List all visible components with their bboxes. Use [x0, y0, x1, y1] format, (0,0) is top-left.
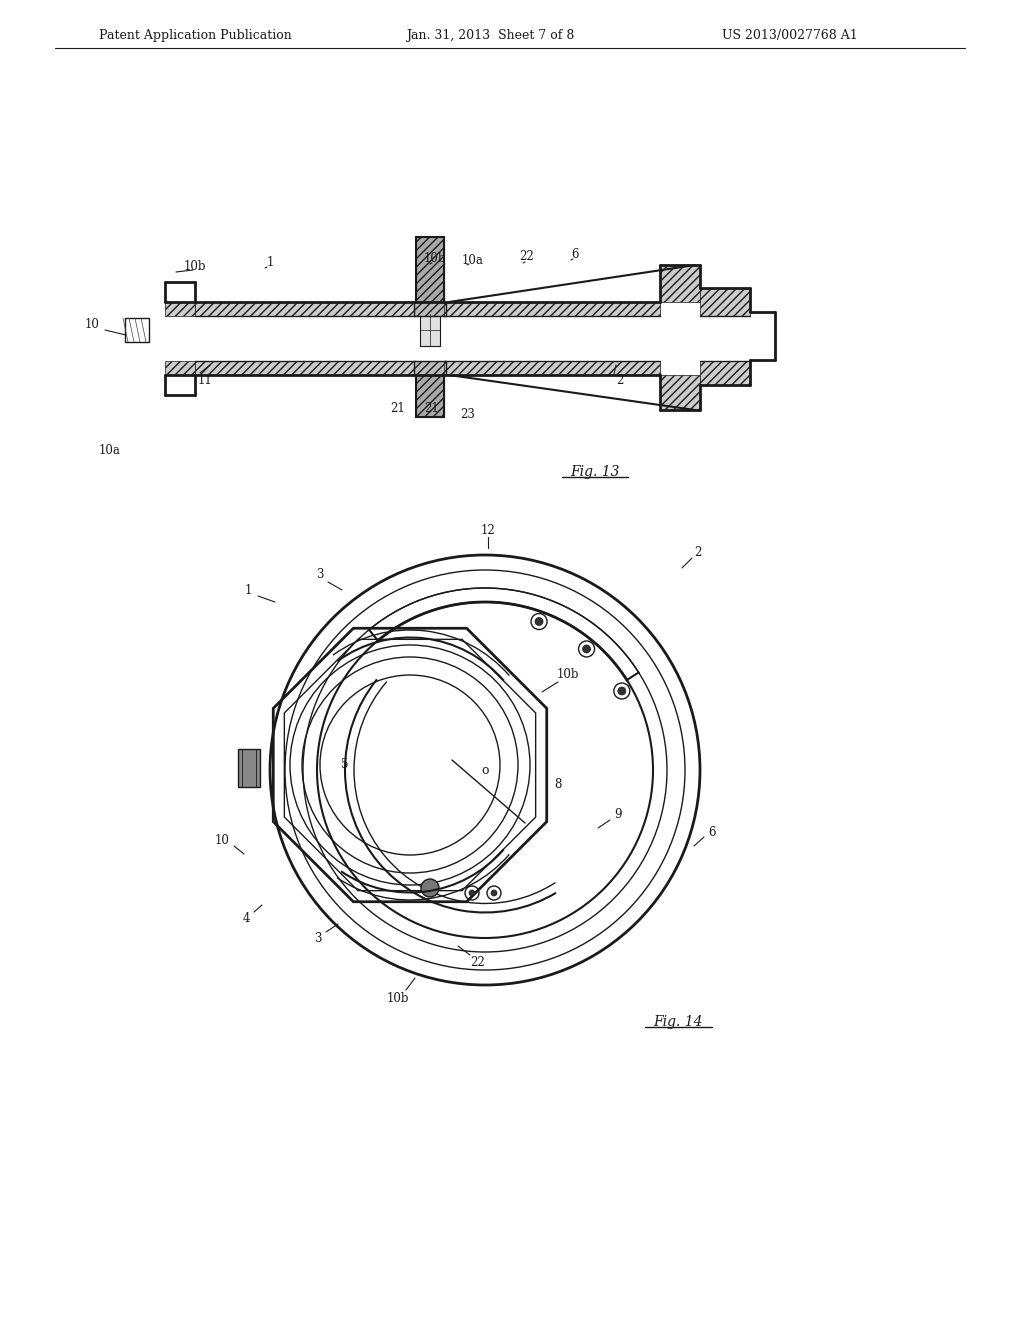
Text: 6: 6 [571, 248, 579, 260]
Polygon shape [195, 360, 415, 375]
Text: 3: 3 [316, 569, 324, 582]
Polygon shape [416, 375, 444, 417]
Text: Fig. 13: Fig. 13 [570, 465, 620, 479]
Text: 21: 21 [425, 401, 439, 414]
Text: 22: 22 [519, 251, 535, 264]
Text: 3: 3 [314, 932, 322, 945]
Text: 10a: 10a [99, 444, 121, 457]
Text: 9: 9 [614, 808, 622, 821]
Polygon shape [165, 302, 195, 315]
Text: 2: 2 [694, 545, 701, 558]
Text: 11: 11 [198, 374, 212, 387]
Circle shape [421, 879, 439, 898]
Text: 10b: 10b [424, 252, 446, 264]
Text: 6: 6 [709, 825, 716, 838]
Polygon shape [660, 375, 700, 411]
Text: 8: 8 [554, 779, 562, 792]
Text: 2: 2 [616, 374, 624, 387]
Polygon shape [414, 360, 446, 375]
Polygon shape [700, 288, 750, 315]
Polygon shape [660, 265, 700, 302]
Polygon shape [444, 302, 660, 315]
Polygon shape [420, 314, 440, 346]
Polygon shape [416, 238, 444, 302]
Polygon shape [238, 748, 260, 787]
Text: 10: 10 [85, 318, 99, 331]
Text: 23: 23 [461, 408, 475, 421]
Text: 10b: 10b [183, 260, 206, 273]
Text: 22: 22 [471, 956, 485, 969]
Text: o: o [481, 763, 488, 776]
Circle shape [583, 645, 591, 653]
Circle shape [617, 686, 626, 696]
Text: 4: 4 [243, 912, 250, 924]
Polygon shape [700, 360, 750, 385]
Circle shape [535, 618, 543, 626]
Text: 5: 5 [341, 759, 349, 771]
Text: 10: 10 [215, 833, 229, 846]
Text: Patent Application Publication: Patent Application Publication [98, 29, 292, 41]
Polygon shape [444, 360, 660, 375]
Text: Jan. 31, 2013  Sheet 7 of 8: Jan. 31, 2013 Sheet 7 of 8 [406, 29, 574, 41]
Text: 10b: 10b [557, 668, 580, 681]
Text: 12: 12 [480, 524, 496, 536]
Polygon shape [165, 360, 195, 375]
Circle shape [469, 890, 475, 896]
Text: US 2013/0027768 A1: US 2013/0027768 A1 [722, 29, 858, 41]
Polygon shape [195, 302, 415, 315]
Polygon shape [414, 302, 446, 315]
Text: 10b: 10b [387, 991, 410, 1005]
Text: 21: 21 [390, 401, 406, 414]
Text: 1: 1 [245, 583, 252, 597]
Text: 10a: 10a [462, 253, 484, 267]
Text: 1: 1 [266, 256, 273, 268]
Circle shape [490, 890, 497, 896]
Text: Fig. 14: Fig. 14 [653, 1015, 702, 1030]
